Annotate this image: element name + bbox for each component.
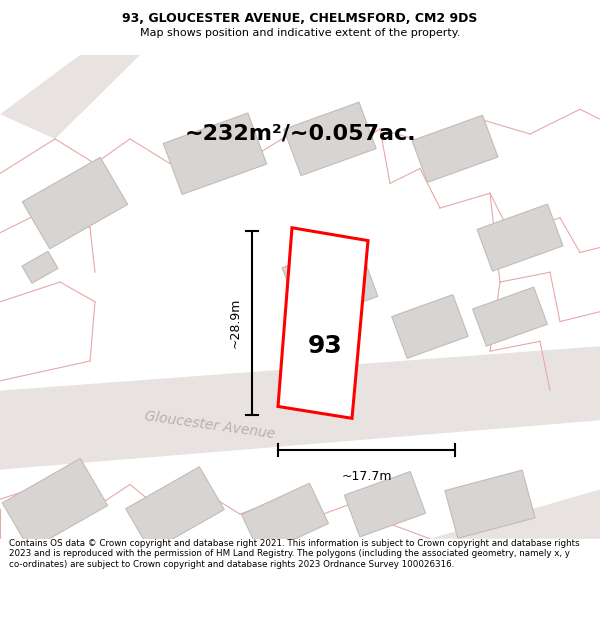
Polygon shape (22, 158, 128, 249)
Text: Gloucester Avenue: Gloucester Avenue (144, 409, 276, 441)
Polygon shape (125, 467, 224, 551)
Text: ~232m²/~0.057ac.: ~232m²/~0.057ac. (184, 124, 416, 144)
Polygon shape (2, 459, 108, 550)
Text: Contains OS data © Crown copyright and database right 2021. This information is : Contains OS data © Crown copyright and d… (9, 539, 580, 569)
Polygon shape (22, 251, 58, 283)
Polygon shape (0, 346, 600, 469)
Polygon shape (282, 241, 378, 323)
Polygon shape (284, 102, 376, 176)
Text: 93: 93 (308, 334, 343, 358)
Polygon shape (344, 471, 425, 537)
Polygon shape (163, 113, 266, 194)
Polygon shape (242, 483, 328, 555)
Polygon shape (278, 228, 368, 418)
Text: 93, GLOUCESTER AVENUE, CHELMSFORD, CM2 9DS: 93, GLOUCESTER AVENUE, CHELMSFORD, CM2 9… (122, 12, 478, 25)
Polygon shape (445, 470, 535, 538)
Polygon shape (0, 55, 140, 139)
Polygon shape (412, 115, 498, 182)
Polygon shape (477, 204, 563, 271)
Polygon shape (473, 287, 547, 346)
Polygon shape (392, 294, 468, 358)
Text: ~17.7m: ~17.7m (341, 469, 392, 482)
Text: ~28.9m: ~28.9m (229, 298, 242, 348)
Text: Map shows position and indicative extent of the property.: Map shows position and indicative extent… (140, 29, 460, 39)
Polygon shape (430, 489, 600, 539)
